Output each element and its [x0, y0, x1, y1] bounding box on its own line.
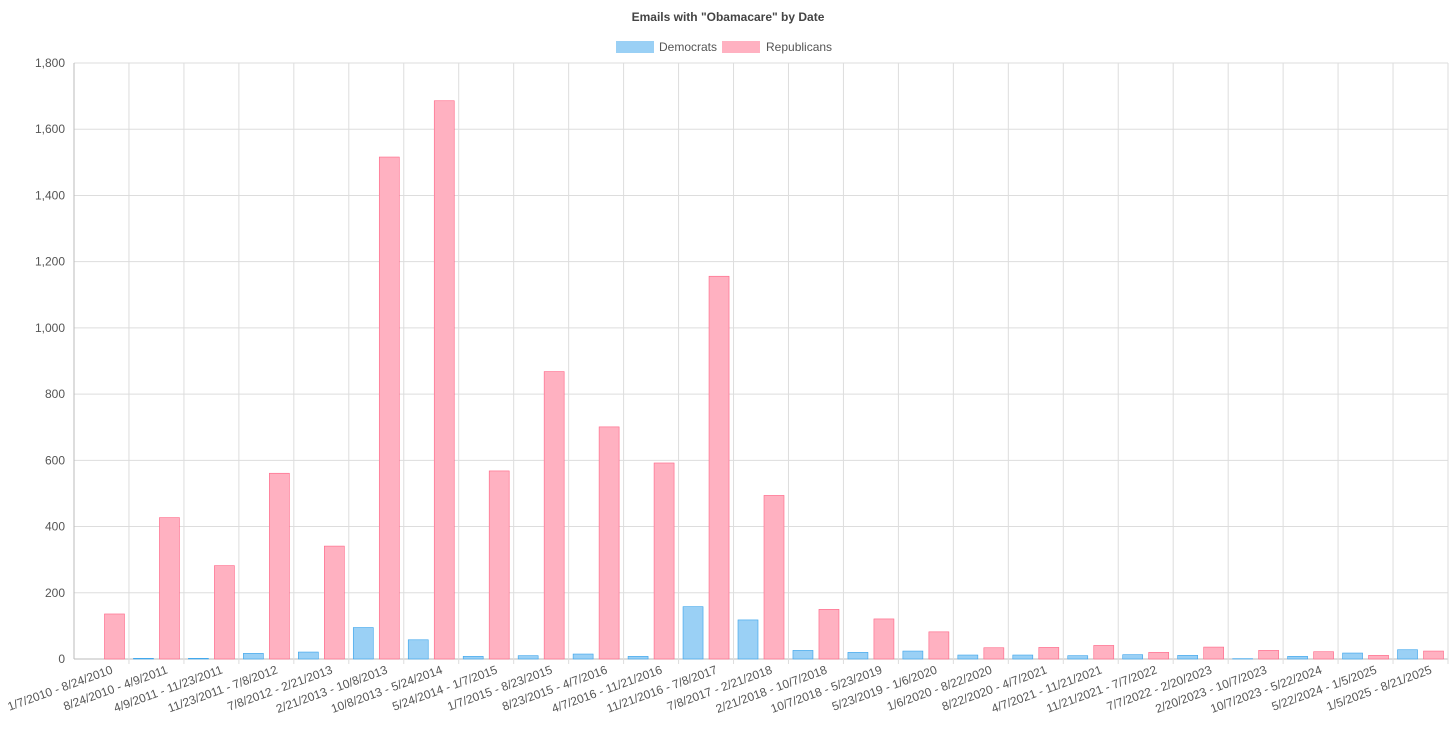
bar-democrats[interactable]: [847, 652, 869, 660]
bar-democrats[interactable]: [957, 654, 979, 660]
bar-democrats[interactable]: [517, 655, 539, 660]
bar-republicans[interactable]: [1423, 650, 1444, 660]
y-tick-label: 200: [45, 586, 65, 600]
bar-republicans[interactable]: [488, 470, 510, 660]
bar-republicans[interactable]: [214, 565, 235, 660]
bar-democrats[interactable]: [1397, 649, 1418, 660]
y-tick-label: 1,600: [35, 122, 65, 136]
bar-republicans[interactable]: [818, 609, 840, 660]
bar-democrats[interactable]: [407, 639, 429, 660]
y-tick-label: 400: [45, 520, 65, 534]
bar-democrats[interactable]: [902, 650, 924, 660]
bar-republicans[interactable]: [159, 517, 180, 660]
bar-republicans[interactable]: [983, 647, 1005, 660]
bar-republicans[interactable]: [324, 545, 345, 660]
bar-republicans[interactable]: [1203, 646, 1224, 660]
bar-republicans[interactable]: [1038, 647, 1060, 660]
bar-democrats[interactable]: [737, 619, 759, 660]
bar-republicans[interactable]: [653, 462, 675, 660]
bar-democrats[interactable]: [1177, 655, 1198, 660]
bar-republicans[interactable]: [598, 426, 620, 660]
bar-republicans[interactable]: [1148, 652, 1170, 660]
legend-label: Republicans: [766, 40, 832, 54]
bar-republicans[interactable]: [433, 100, 455, 660]
y-tick-label: 800: [45, 387, 65, 401]
bar-republicans[interactable]: [104, 613, 125, 660]
bar-democrats[interactable]: [792, 650, 814, 660]
y-axis: 0 200 400 600 800 1,000 1,200 1,400 1,600 1,800: [35, 56, 65, 666]
bar-republicans[interactable]: [543, 371, 565, 660]
legend-item-democrats[interactable]: Democrats: [616, 40, 717, 54]
bar-republicans[interactable]: [1258, 650, 1279, 660]
bar-democrats[interactable]: [188, 658, 209, 660]
bar-democrats[interactable]: [243, 653, 264, 660]
legend-label: Democrats: [659, 40, 717, 54]
bar-republicans[interactable]: [378, 156, 400, 660]
y-tick-label: 1,000: [35, 321, 65, 335]
bar-republicans[interactable]: [708, 275, 730, 660]
bar-democrats[interactable]: [1122, 654, 1144, 660]
bar-democrats[interactable]: [572, 653, 594, 660]
legend-swatch: [616, 41, 654, 53]
bar-republicans[interactable]: [269, 472, 290, 660]
bar-democrats[interactable]: [1012, 654, 1034, 660]
bars: [104, 100, 1444, 660]
bar-democrats[interactable]: [1342, 652, 1363, 660]
bar-democrats[interactable]: [1287, 656, 1308, 660]
bar-democrats[interactable]: [1067, 655, 1089, 660]
bar-democrats[interactable]: [298, 651, 319, 660]
gridlines: [73, 62, 1449, 664]
bar-democrats[interactable]: [462, 656, 484, 660]
y-tick-label: 600: [45, 453, 65, 467]
y-tick-label: 1,200: [35, 255, 65, 269]
bar-democrats[interactable]: [133, 658, 154, 660]
y-tick-label: 1,400: [35, 188, 65, 202]
bar-republicans[interactable]: [1093, 645, 1115, 660]
y-tick-label: 0: [58, 652, 65, 666]
legend[interactable]: Democrats Republicans: [616, 40, 832, 54]
chart-title: Emails with "Obamacare" by Date: [632, 10, 825, 24]
bar-republicans[interactable]: [1313, 651, 1334, 660]
y-tick-label: 1,800: [35, 56, 65, 70]
bar-democrats[interactable]: [682, 606, 704, 660]
bar-republicans[interactable]: [763, 495, 785, 660]
bar-republicans[interactable]: [928, 631, 950, 660]
legend-swatch: [722, 41, 760, 53]
bar-republicans[interactable]: [1368, 655, 1389, 660]
bar-democrats[interactable]: [352, 627, 374, 660]
bar-democrats[interactable]: [627, 656, 649, 660]
bar-republicans[interactable]: [873, 618, 895, 660]
legend-item-republicans[interactable]: Republicans: [722, 40, 832, 54]
